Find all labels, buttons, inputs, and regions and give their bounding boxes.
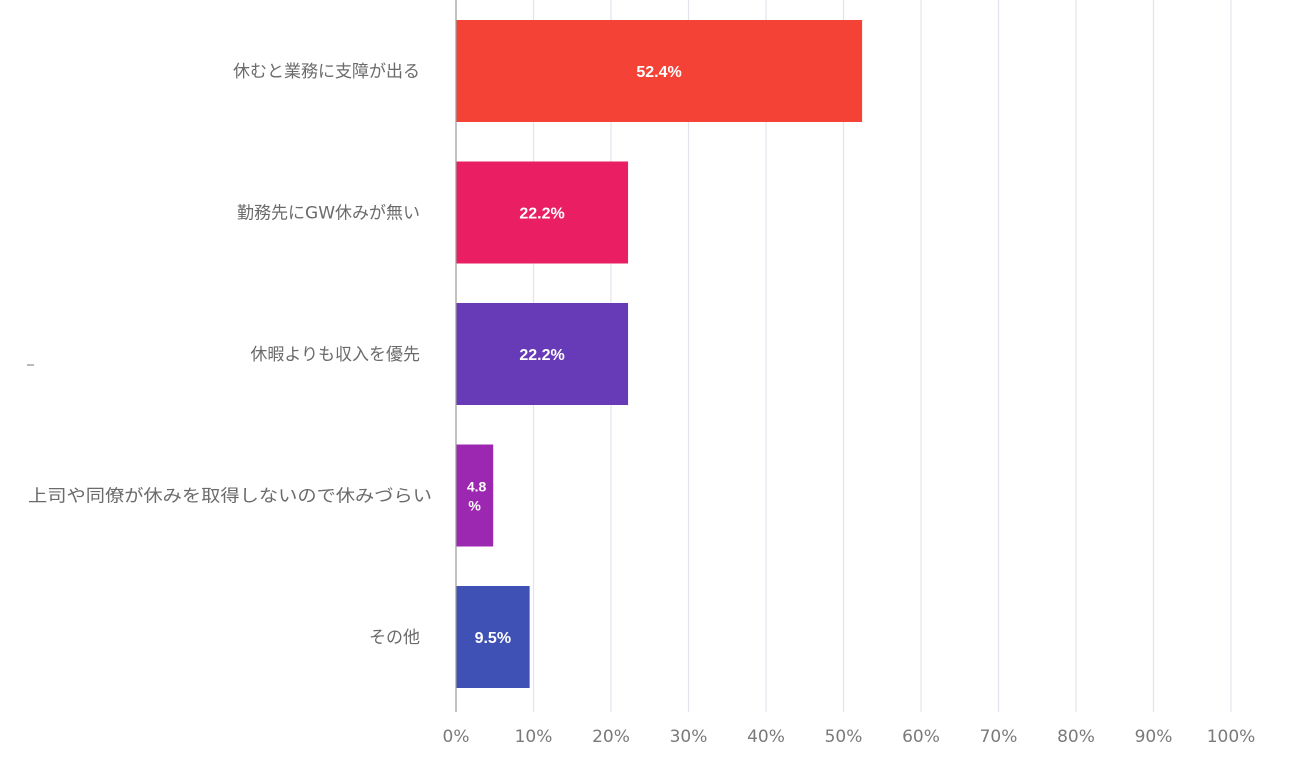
x-tick-label: 60% <box>902 727 940 747</box>
category-label: 休むと業務に支障が出る <box>233 62 420 82</box>
x-tick-label: 90% <box>1135 727 1173 747</box>
x-tick-label: 70% <box>980 727 1018 747</box>
x-tick-label: 100% <box>1207 727 1256 747</box>
x-tick-label: 20% <box>592 727 630 747</box>
x-tick-label: 50% <box>825 727 863 747</box>
x-tick-label: 40% <box>747 727 785 747</box>
bar-value-label: 22.2% <box>519 206 564 223</box>
bar <box>456 586 530 688</box>
x-axis-ticks: 0% 10% 20% 30% 40% 50% 60% 70% 80% 90% 100% <box>443 727 1256 747</box>
bar-value-label: 9.5% <box>475 630 511 647</box>
category-labels: 休むと業務に支障が出る勤務先にGW休みが無い休暇よりも収入を優先上司や同僚が休み… <box>28 62 432 648</box>
bar <box>456 161 629 264</box>
x-tick-label: 10% <box>515 727 553 747</box>
x-tick-label: 30% <box>670 727 708 747</box>
bars: 52.4% 22.2% 22.2% 4.8 % 9.5% <box>456 20 863 688</box>
category-label: その他 <box>369 628 420 648</box>
x-tick-label: 80% <box>1057 727 1095 747</box>
bar-value-label: 22.2% <box>519 347 564 364</box>
bar <box>456 444 494 547</box>
bar-value-label: 4.8% <box>467 479 487 514</box>
bar <box>456 20 863 122</box>
x-tick-label: 0% <box>443 727 470 747</box>
category-label: 休暇よりも収入を優先 <box>250 345 420 365</box>
category-label: 勤務先にGW休みが無い <box>237 204 420 224</box>
bar <box>456 303 629 405</box>
bar-value-label: 52.4% <box>636 64 681 81</box>
category-label: 上司や同僚が休みを取得しないので休みづらい <box>28 487 432 507</box>
